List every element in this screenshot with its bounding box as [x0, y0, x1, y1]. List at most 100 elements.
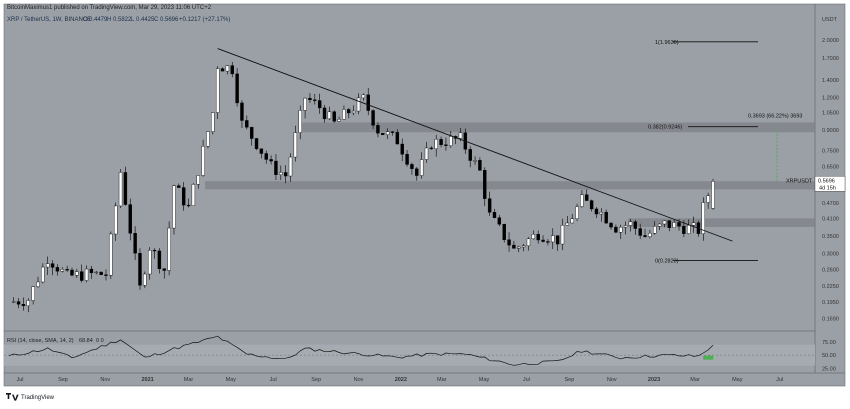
candle-body [667, 220, 672, 228]
x-tick-label: May [732, 377, 743, 383]
candle-body [332, 111, 336, 122]
chart-overlays: 0.3693 (66.22%) 3693 [217, 48, 802, 242]
candle-body [653, 226, 657, 234]
candle-body [50, 263, 55, 268]
candle-body [327, 111, 332, 120]
candle-body [75, 271, 79, 276]
candle-body [546, 241, 550, 243]
candle-body [439, 139, 443, 145]
x-tick-label: Nov [607, 377, 617, 383]
candle-body [172, 185, 176, 229]
candle-body [167, 227, 171, 271]
candle-body [298, 110, 302, 133]
descending-resistance-line[interactable] [217, 48, 733, 242]
tradingview-logo-icon [6, 393, 19, 401]
y-tick-label: 0.6500 [822, 164, 839, 170]
candle-body [313, 99, 317, 101]
candle-body [677, 222, 681, 227]
candle-body [405, 154, 409, 165]
x-tick-label: Mar [690, 377, 700, 383]
candle-body [293, 132, 298, 158]
candle-body [376, 125, 380, 134]
candle-body [449, 136, 453, 146]
x-tick-label: 2021 [141, 377, 153, 383]
tradingview-brand: TradingView [21, 395, 55, 401]
candle-body [162, 268, 166, 271]
candle-body [109, 233, 113, 276]
candle-body [468, 149, 472, 161]
candle-body [585, 194, 589, 201]
x-tick-label: May [226, 377, 237, 383]
last-price-badge [814, 176, 846, 192]
close-label: C [154, 17, 159, 23]
candle-body [342, 109, 346, 120]
y-tick-label: 0.4100 [822, 216, 839, 222]
candle-body [254, 138, 259, 150]
rsi-signal-marker [703, 355, 714, 360]
fib-label-0: 1(1.9636) [655, 40, 679, 46]
candle-body [128, 204, 132, 234]
candle-body [492, 212, 497, 218]
candle-body [80, 271, 84, 281]
candle-body [536, 234, 540, 241]
candle-body [157, 250, 162, 269]
candle-body [337, 119, 341, 122]
ohlc-legend: XRP / TetherUS, 1W, BINANCE O 0.4479 H 0… [7, 17, 230, 23]
tradingview-footer[interactable]: TradingView [6, 393, 55, 401]
time-axis: Jul Sep Nov 2021 Mar May Jul Sep Nov 2022 Mar May Ju… [16, 377, 783, 383]
candle-body [706, 195, 710, 203]
candle-body [220, 68, 225, 72]
x-tick-label: Jul [16, 377, 23, 383]
rsi-extra: 0 0 [96, 338, 104, 344]
rsi-value: 68.84 [79, 338, 93, 344]
last-price-value: 0.5696 [818, 178, 835, 184]
fib-levels: 1(1.9636) 0.382(0.9246) 0(0.2823) [648, 40, 758, 264]
fib-label-1: 0.382(0.9246) [648, 125, 682, 131]
candle-body [317, 100, 322, 109]
candle-body [283, 172, 288, 177]
y-tick-label: 0.3500 [822, 234, 839, 240]
candle-body [206, 131, 210, 147]
candle-body [99, 271, 103, 275]
x-tick-label: Nov [354, 377, 364, 383]
candle-body [225, 65, 230, 72]
open-value: 0.4479 [89, 17, 108, 23]
candle-body [390, 131, 395, 133]
support-resistance-zones [205, 122, 815, 227]
candle-body [211, 112, 215, 132]
candle-body [147, 250, 152, 275]
candle-body [415, 168, 419, 176]
candle-body [589, 200, 594, 210]
candle-body [672, 222, 676, 228]
candle-body [143, 273, 147, 286]
low-label: L [131, 17, 135, 23]
candle-body [648, 232, 652, 237]
candle-body [400, 143, 404, 155]
y-tick-label: 0.2250 [822, 284, 839, 290]
candle-body [517, 246, 521, 249]
candle-body [201, 145, 205, 176]
candle-body [497, 217, 502, 225]
y-tick-label: 0.1690 [822, 316, 839, 322]
x-tick-label: Sep [565, 377, 575, 383]
candle-body [94, 271, 98, 274]
candle-body [356, 97, 361, 112]
zone-2 [628, 218, 815, 227]
x-tick-label: 2022 [395, 377, 407, 383]
y-tick-label: 0.1950 [822, 300, 839, 306]
candle-body [555, 235, 560, 245]
candle-body [16, 301, 21, 305]
candle-body [599, 211, 604, 215]
rsi-tick-label: 25.00 [822, 366, 836, 372]
symbol-price-label: XRPUSDT [786, 178, 813, 184]
candle-body [483, 170, 487, 199]
candle-body [36, 281, 40, 287]
candle-body [65, 269, 69, 271]
candle-body [458, 132, 463, 139]
x-tick-label: Jul [523, 377, 530, 383]
candle-body [541, 239, 545, 242]
candle-body [512, 244, 516, 249]
plot-frame [3, 3, 846, 387]
